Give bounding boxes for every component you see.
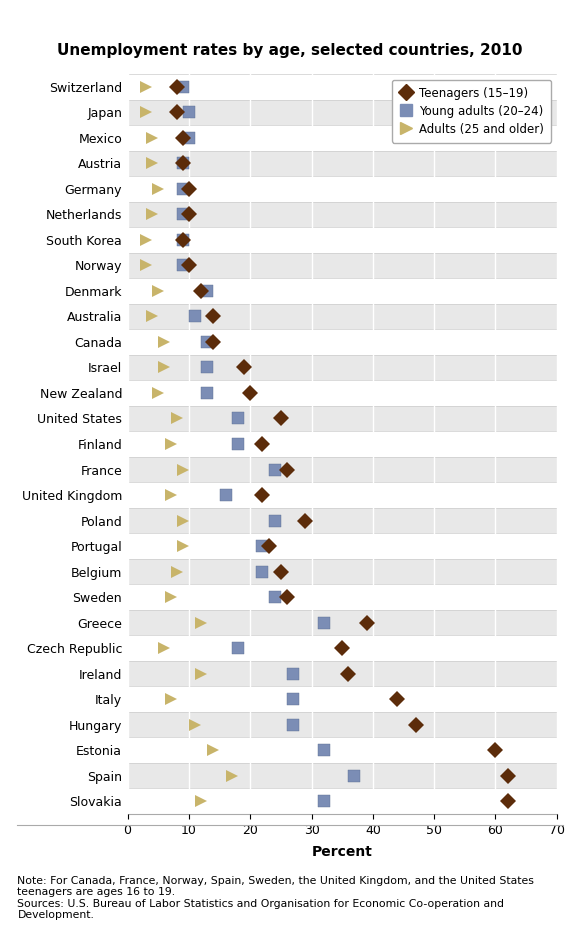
Bar	[128, 508, 557, 534]
Bar	[128, 100, 557, 125]
Bar	[128, 202, 557, 228]
Bar	[128, 660, 557, 686]
Bar	[128, 125, 557, 151]
Bar	[128, 686, 557, 712]
Bar	[128, 329, 557, 354]
Text: Unemployment rates by age, selected countries, 2010: Unemployment rates by age, selected coun…	[57, 43, 523, 58]
Bar	[128, 74, 557, 100]
Bar	[128, 585, 557, 610]
Bar	[128, 457, 557, 482]
Bar	[128, 482, 557, 508]
Bar	[128, 228, 557, 253]
X-axis label: Percent: Percent	[312, 845, 372, 859]
Bar	[128, 406, 557, 431]
Bar	[128, 431, 557, 457]
Bar	[128, 253, 557, 278]
Bar	[128, 737, 557, 763]
Bar	[128, 559, 557, 585]
Bar	[128, 788, 557, 814]
Bar	[128, 354, 557, 380]
Bar	[128, 763, 557, 788]
Bar	[128, 303, 557, 329]
Bar	[128, 278, 557, 303]
Bar	[128, 380, 557, 406]
Bar	[128, 635, 557, 660]
Bar	[128, 176, 557, 202]
Bar	[128, 610, 557, 635]
Legend: Teenagers (15–19), Young adults (20–24), Adults (25 and older): Teenagers (15–19), Young adults (20–24),…	[392, 80, 551, 142]
Text: Note: For Canada, France, Norway, Spain, Sweden, the United Kingdom, and the Uni: Note: For Canada, France, Norway, Spain,…	[17, 876, 534, 920]
Bar	[128, 712, 557, 737]
Bar	[128, 151, 557, 176]
Bar	[128, 534, 557, 559]
